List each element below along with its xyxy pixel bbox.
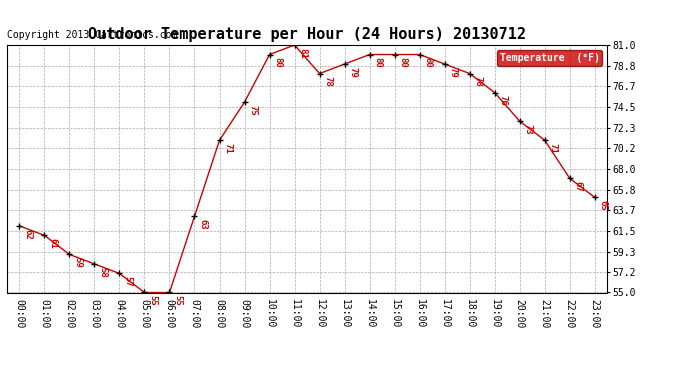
Text: 67: 67 [574,181,583,192]
Text: 71: 71 [549,143,558,154]
Text: 80: 80 [274,57,283,68]
Text: 63: 63 [199,219,208,230]
Text: 55: 55 [148,295,157,306]
Text: 61: 61 [48,238,57,249]
Text: 80: 80 [399,57,408,68]
Text: 55: 55 [174,295,183,306]
Text: 78: 78 [324,76,333,87]
Text: 78: 78 [474,76,483,87]
Title: Outdoor Temperature per Hour (24 Hours) 20130712: Outdoor Temperature per Hour (24 Hours) … [88,27,526,42]
Text: 73: 73 [524,124,533,135]
Text: 65: 65 [599,200,608,211]
Text: 62: 62 [23,229,32,239]
Text: 81: 81 [299,48,308,58]
Text: 75: 75 [248,105,257,116]
Text: 76: 76 [499,95,508,106]
Text: Copyright 2013 Cartronics.com: Copyright 2013 Cartronics.com [7,30,177,40]
Text: 57: 57 [124,276,132,287]
Text: 59: 59 [74,257,83,268]
Text: 80: 80 [424,57,433,68]
Text: 79: 79 [348,67,357,78]
Text: 79: 79 [448,67,457,78]
Text: 58: 58 [99,267,108,278]
Legend: Temperature  (°F): Temperature (°F) [497,50,602,66]
Text: 80: 80 [374,57,383,68]
Text: 71: 71 [224,143,233,154]
